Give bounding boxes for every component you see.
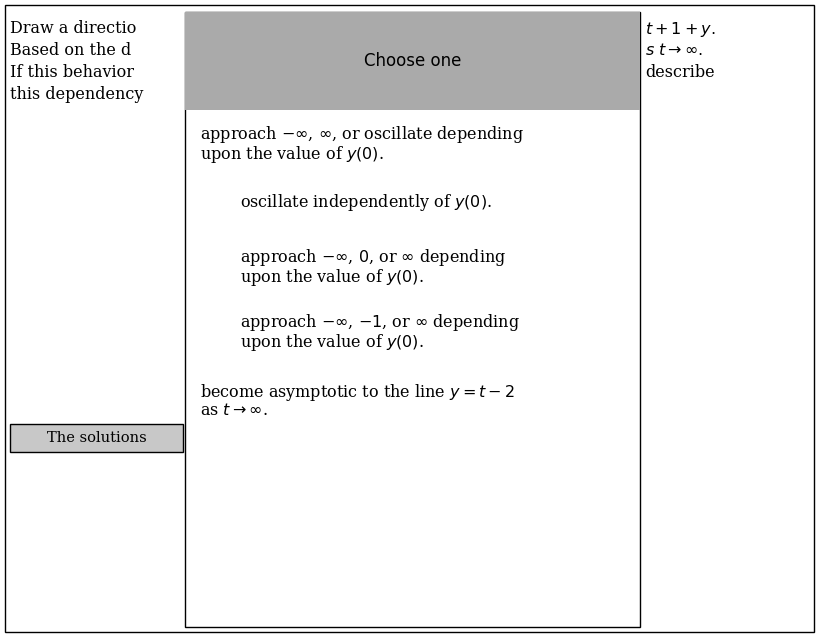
Text: approach $-\infty$, $\infty$, or oscillate depending: approach $-\infty$, $\infty$, or oscilla… xyxy=(200,124,524,145)
Text: $s\ t\rightarrow\infty.$: $s\ t\rightarrow\infty.$ xyxy=(645,42,704,59)
Text: Draw a directio: Draw a directio xyxy=(10,20,137,37)
Bar xyxy=(185,12,640,627)
Text: Choose one: Choose one xyxy=(364,52,461,70)
Text: Based on the d: Based on the d xyxy=(10,42,131,59)
Text: this dependency: this dependency xyxy=(10,86,143,103)
Text: $t+1+y.$: $t+1+y.$ xyxy=(645,20,716,39)
Text: approach $-\infty$, $-1$, or $\infty$ depending: approach $-\infty$, $-1$, or $\infty$ de… xyxy=(240,312,520,333)
Bar xyxy=(185,12,640,110)
Bar xyxy=(10,424,183,452)
Text: If this behavior: If this behavior xyxy=(10,64,134,81)
Text: become asymptotic to the line $y = t - 2$: become asymptotic to the line $y = t - 2… xyxy=(200,382,515,403)
Text: upon the value of $y(0)$.: upon the value of $y(0)$. xyxy=(240,332,423,353)
Text: oscillate independently of $y(0)$.: oscillate independently of $y(0)$. xyxy=(240,192,492,213)
Text: The solutions: The solutions xyxy=(47,431,147,445)
Text: approach $-\infty$, $0$, or $\infty$ depending: approach $-\infty$, $0$, or $\infty$ dep… xyxy=(240,247,506,268)
Text: as $t \rightarrow \infty$.: as $t \rightarrow \infty$. xyxy=(200,402,268,419)
Text: describe: describe xyxy=(645,64,715,81)
Text: upon the value of $y(0)$.: upon the value of $y(0)$. xyxy=(200,144,384,165)
Text: upon the value of $y(0)$.: upon the value of $y(0)$. xyxy=(240,267,423,288)
